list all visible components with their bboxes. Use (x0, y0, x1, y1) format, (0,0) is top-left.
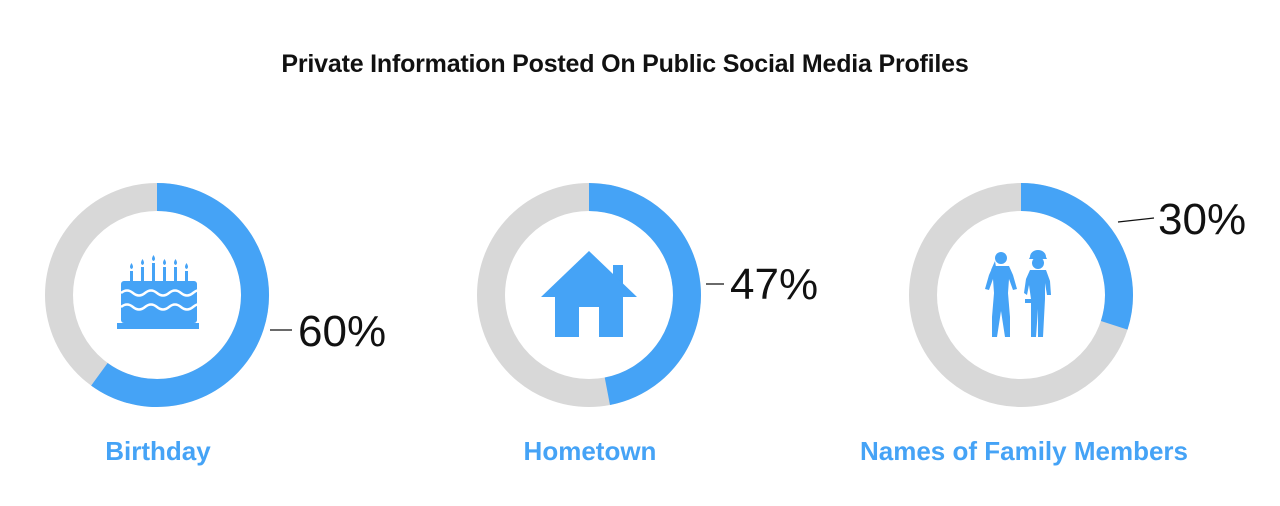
family-members-icon (985, 250, 1051, 337)
birthday-cake-icon (117, 255, 203, 329)
house-icon (541, 251, 637, 337)
donut-birthday: 60% Birthday (45, 183, 386, 466)
donut-arc-birthday (91, 183, 269, 407)
chart-title: Private Information Posted On Public Soc… (281, 50, 969, 78)
donut-arc-family-members (1020, 183, 1133, 330)
value-label-hometown: 47% (730, 260, 818, 309)
value-label-family-members: 30% (1158, 195, 1246, 244)
leader-line-family-members (1117, 217, 1155, 223)
category-label-hometown: Hometown (524, 436, 657, 466)
donut-family-members: 30% Names of Family Members (860, 183, 1246, 466)
category-label-family-members: Names of Family Members (860, 436, 1188, 466)
donut-hometown: 47% Hometown (477, 183, 818, 466)
donut-arc-hometown (588, 183, 701, 406)
value-label-birthday: 60% (298, 307, 386, 356)
category-label-birthday: Birthday (105, 436, 211, 466)
